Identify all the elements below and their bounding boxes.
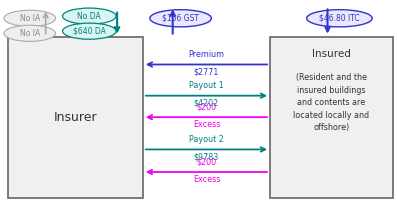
Text: No IA: No IA — [19, 29, 40, 38]
Text: $200: $200 — [197, 103, 216, 112]
Text: $46.80 ITC: $46.80 ITC — [319, 14, 360, 23]
Text: Excess: Excess — [193, 120, 220, 129]
Text: Premium: Premium — [189, 50, 224, 59]
Text: $640 DA: $640 DA — [73, 27, 106, 36]
Ellipse shape — [150, 10, 212, 27]
Text: No IA: No IA — [19, 14, 40, 23]
Text: Payout 2: Payout 2 — [189, 135, 224, 144]
Bar — [270, 37, 393, 198]
Text: $200: $200 — [197, 158, 216, 167]
Text: Excess: Excess — [193, 175, 220, 184]
Text: (Resident and the
insured buildings
and contents are
located locally and
offshor: (Resident and the insured buildings and … — [293, 73, 370, 132]
Text: Insured: Insured — [312, 49, 351, 60]
Text: $4202: $4202 — [194, 99, 219, 108]
Ellipse shape — [4, 25, 56, 41]
Text: No DA: No DA — [77, 12, 101, 21]
Ellipse shape — [4, 10, 56, 26]
Text: Payout 1: Payout 1 — [189, 81, 224, 90]
Text: $156 GST: $156 GST — [162, 14, 199, 23]
Ellipse shape — [63, 23, 116, 39]
Text: $2771: $2771 — [194, 68, 219, 77]
Bar — [8, 37, 143, 198]
Text: Insurer: Insurer — [54, 111, 97, 124]
Ellipse shape — [306, 10, 372, 27]
Text: $9783: $9783 — [194, 153, 219, 162]
Ellipse shape — [63, 8, 116, 24]
